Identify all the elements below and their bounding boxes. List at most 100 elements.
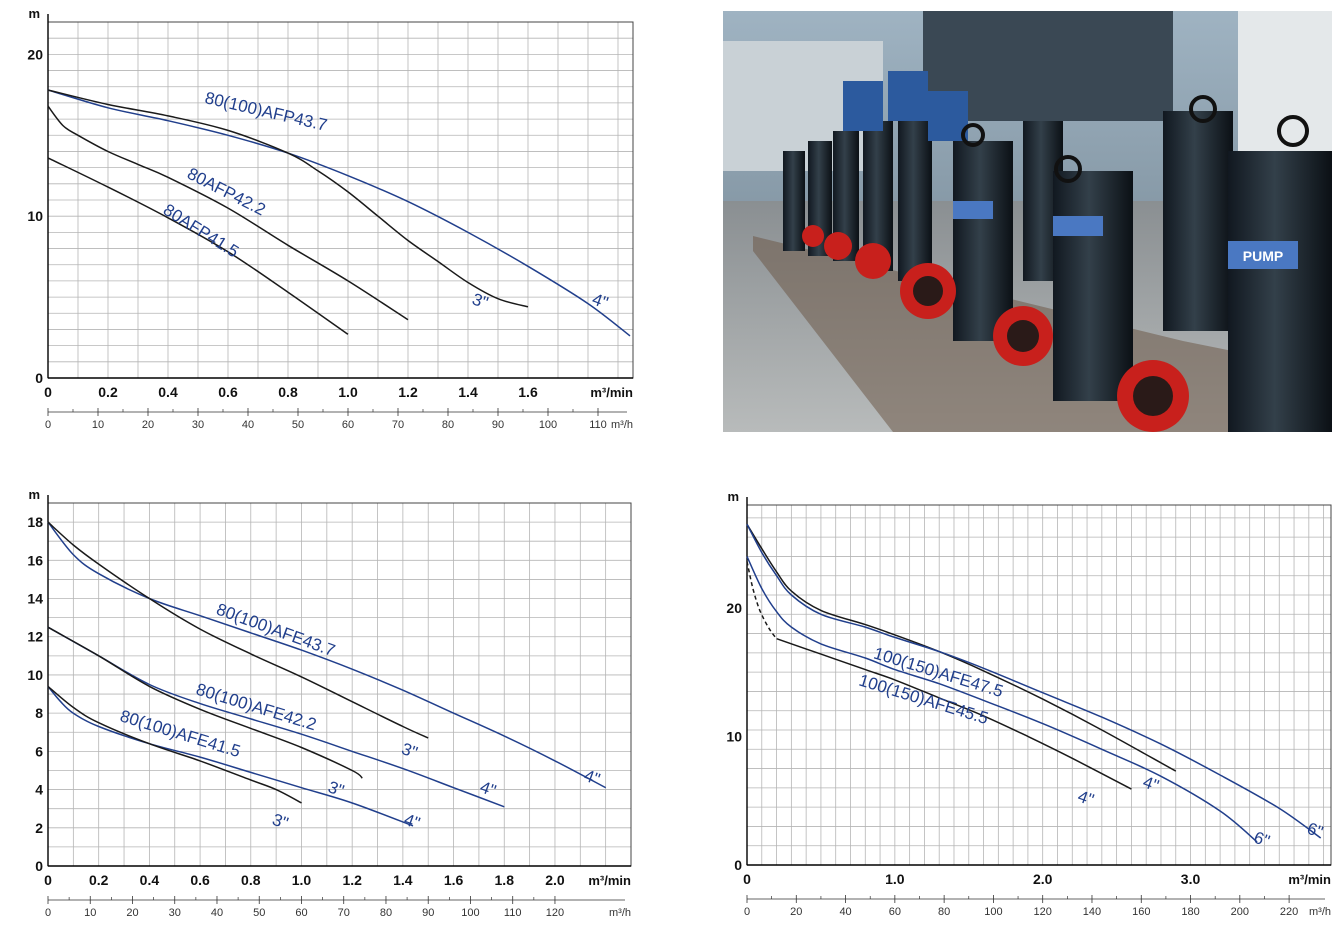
series-line-5 (47, 685, 414, 827)
series-line-2 (746, 523, 1322, 839)
curve-label: 3" (470, 289, 491, 312)
x2-tick-label: 30 (169, 907, 181, 919)
x2-tick-label: 80 (938, 906, 950, 918)
x-tick-label: 1.0 (338, 384, 358, 400)
y-tick-label: 20 (726, 600, 742, 616)
y-axis-label: m (28, 6, 40, 21)
y-axis-label: m (28, 487, 40, 502)
x2-axis-label: m³/h (1309, 906, 1331, 918)
x-tick-label: 0 (44, 872, 52, 888)
y-tick-label: 2 (35, 820, 43, 836)
curve-label: 4" (590, 289, 611, 312)
y-tick-label: 10 (726, 728, 742, 744)
x-tick-label: 1.6 (518, 384, 538, 400)
x2-tick-label: 70 (392, 419, 404, 431)
chart-afp: 0 10 20 m 0 0.2 0.4 0.6 0.8 1.0 1.2 1.4 1.6 m³/min 0 10… (27, 6, 634, 431)
x2-tick-label: 0 (744, 906, 750, 918)
x-tick-label: 1.8 (495, 872, 515, 888)
x2-tick-label: 80 (442, 419, 454, 431)
x-tick-label: 1.2 (342, 872, 362, 888)
x2-axis-label: m³/h (609, 907, 631, 919)
x-tick-label: 0.4 (140, 872, 160, 888)
x2-tick-label: 140 (1083, 906, 1101, 918)
plot-frame (746, 504, 1332, 866)
y-tick-label: 8 (35, 705, 43, 721)
series-line-2 (47, 521, 429, 739)
x-tick-label: 1.6 (444, 872, 464, 888)
x-axis-label: m³/min (588, 873, 631, 888)
x-tick-label: 1.2 (398, 384, 418, 400)
x-tick-label: 1.4 (458, 384, 478, 400)
curve-label: 6" (1251, 828, 1272, 851)
x2-tick-label: 50 (292, 419, 304, 431)
x2-tick-label: 220 (1280, 906, 1298, 918)
series-line-4 (47, 157, 349, 335)
x2-tick-label: 10 (92, 419, 104, 431)
pump-photo-icon: PUMP (723, 11, 1332, 432)
x2-tick-label: 20 (126, 907, 138, 919)
x2-tick-label: 200 (1231, 906, 1249, 918)
x2-tick-label: 40 (211, 907, 223, 919)
curve-label: 4" (1075, 787, 1096, 810)
y-tick-label: 0 (35, 370, 43, 386)
series-line-1 (746, 523, 1177, 772)
x2-tick-label: 90 (422, 907, 434, 919)
x2-tick-label: 120 (1034, 906, 1052, 918)
x-tick-label: 1.0 (292, 872, 312, 888)
curve-label: 6" (1305, 819, 1326, 842)
grid (48, 503, 631, 866)
x-tick-label: 0.4 (158, 384, 178, 400)
x2-tick-label: 100 (461, 907, 479, 919)
x2-tick-label: 40 (242, 419, 254, 431)
x-axis-label: m³/min (1288, 872, 1331, 887)
x2-tick-label: 30 (192, 419, 204, 431)
curve-label: 4" (581, 766, 602, 789)
series-line-4 (47, 626, 363, 779)
grid (48, 22, 633, 378)
x2-tick-label: 60 (295, 907, 307, 919)
x-tick-label: 0 (44, 384, 52, 400)
series-line-3 (47, 105, 409, 321)
series-line-6 (47, 685, 302, 804)
x2-tick-label: 40 (839, 906, 851, 918)
curve-label: 4" (402, 810, 423, 833)
curve-label: 4" (478, 777, 499, 800)
x2-tick-label: 60 (342, 419, 354, 431)
x-tick-label: 2.0 (545, 872, 565, 888)
x2-tick-label: 160 (1132, 906, 1150, 918)
x2-tick-label: 120 (546, 907, 564, 919)
x-tick-label: 3.0 (1181, 871, 1201, 887)
x-tick-label: 0.8 (278, 384, 298, 400)
y-axis-label: m (727, 489, 739, 504)
y-tick-label: 6 (35, 743, 43, 759)
x2-tick-label: 90 (492, 419, 504, 431)
x-tick-label: 0.6 (218, 384, 238, 400)
x-tick-label: 0.8 (241, 872, 261, 888)
series-line-1 (47, 521, 607, 789)
curve-label: 3" (325, 777, 346, 800)
x2-tick-label: 60 (889, 906, 901, 918)
x2-tick-label: 180 (1181, 906, 1199, 918)
series-line-2 (47, 89, 529, 308)
pump-brand-label: PUMP (1243, 248, 1283, 264)
x-tick-label: 0.2 (98, 384, 118, 400)
y-tick-label: 14 (27, 591, 43, 607)
x-tick-label: 2.0 (1033, 871, 1053, 887)
x2-tick-label: 50 (253, 907, 265, 919)
x2-tick-label: 10 (84, 907, 96, 919)
y-tick-label: 18 (27, 514, 43, 530)
x2-tick-label: 100 (984, 906, 1002, 918)
y-tick-label: 12 (27, 629, 43, 645)
x2-tick-label: 100 (539, 419, 557, 431)
y-tick-label: 0 (734, 857, 742, 873)
x-tick-label: 0.2 (89, 872, 109, 888)
x2-axis-label: m³/h (611, 419, 633, 431)
pump-photo: PUMP (723, 11, 1332, 432)
grid (747, 505, 1331, 865)
x2-tick-label: 110 (589, 419, 607, 431)
chart-afe4: 0 2 4 6 8 10 12 14 16 18 m 0 0.2 0.4 0.6 0.8 1.0 1.2 1.4 1.… (27, 487, 632, 919)
x2-tick-label: 20 (142, 419, 154, 431)
x-tick-label: 0 (743, 871, 751, 887)
y-tick-label: 10 (27, 208, 43, 224)
